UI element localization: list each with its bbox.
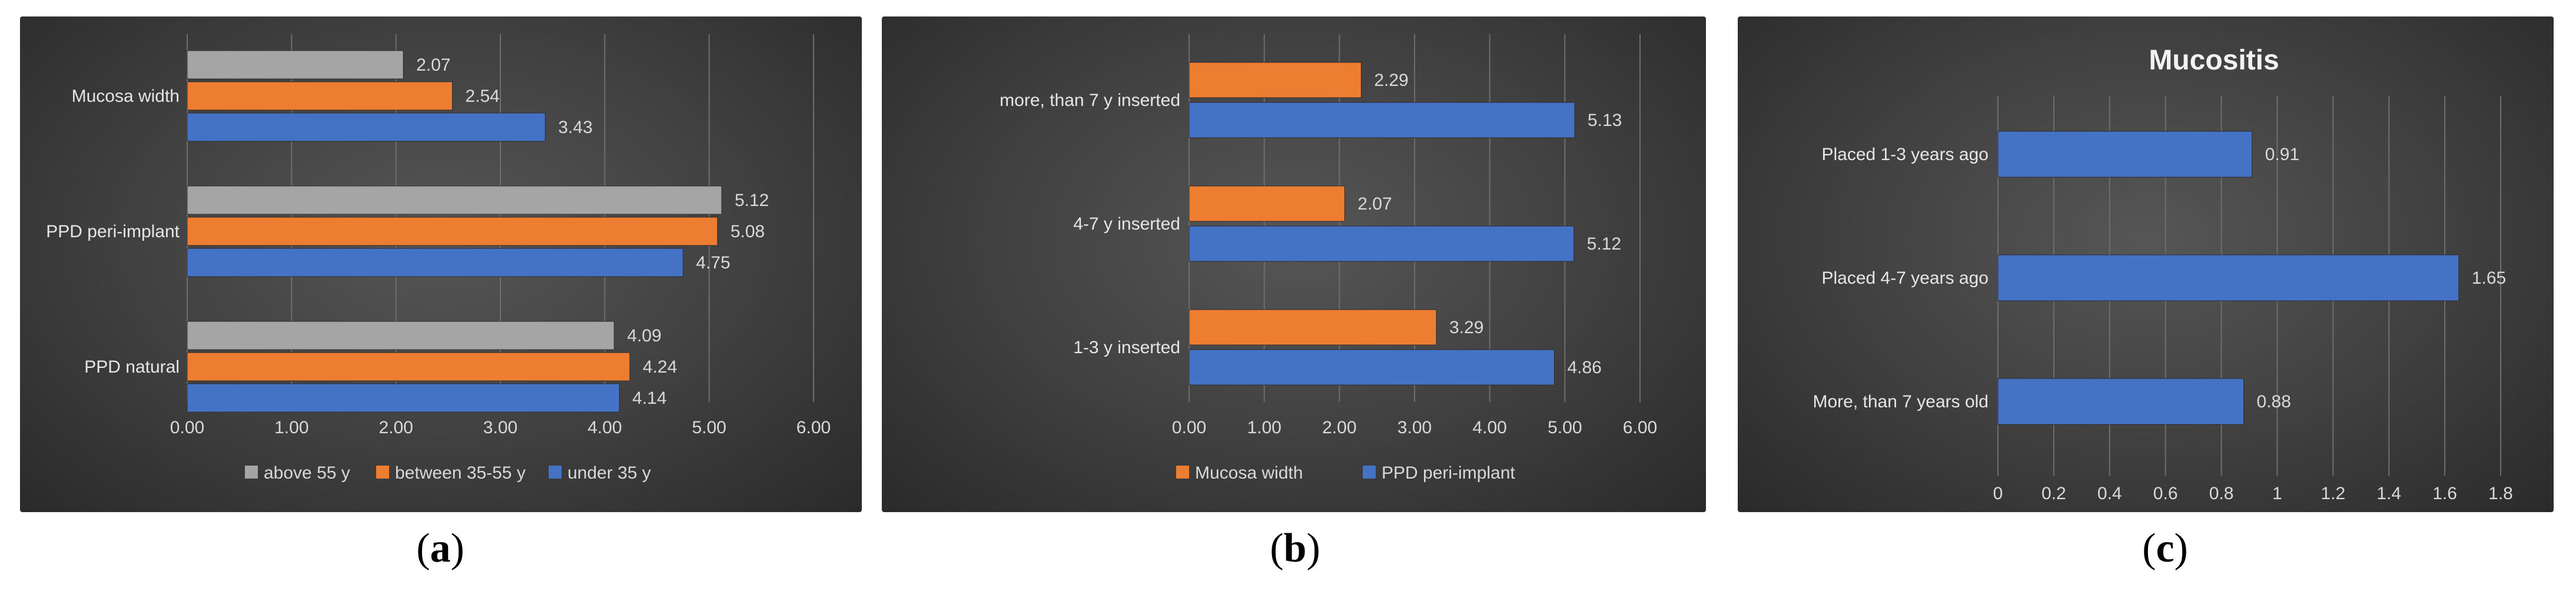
category-label: 4-7 y inserted (1073, 214, 1180, 234)
data-label: 2.07 (1357, 194, 1392, 214)
legend-swatch (376, 466, 389, 479)
x-tick-label: 1.4 (2376, 484, 2401, 503)
x-tick-label: 0.00 (1172, 418, 1206, 437)
category-label: Mucosa width (72, 87, 180, 106)
x-tick-label: 0.4 (2097, 484, 2122, 503)
bar (1997, 131, 2253, 178)
bar (187, 81, 453, 111)
chart-c: Mucositis 0 0.2 0.4 0.6 0.8 1 1.2 1.4 1.6 1.8 Place… (1813, 45, 2513, 503)
x-tick-label: 5.00 (1548, 418, 1582, 437)
data-label: 5.12 (735, 191, 769, 210)
category-label: PPD peri-implant (46, 222, 180, 241)
caption-c: (c) (2142, 526, 2188, 571)
x-tick-label: 1.8 (2488, 484, 2513, 503)
data-label: 5.08 (731, 222, 765, 241)
data-label: 2.29 (1374, 71, 1408, 90)
data-label: 4.09 (627, 326, 661, 346)
bar (187, 383, 620, 413)
x-tick-label: 6.00 (796, 418, 831, 437)
chart-a: 0.00 1.00 2.00 3.00 4.00 5.00 6.00 Mucosa width… (46, 34, 831, 483)
legend-swatch (1176, 466, 1189, 479)
chart-b: 0.00 1.00 2.00 3.00 4.00 5.00 6.00 more, than 7… (1000, 34, 1657, 483)
x-tick-label: 0.8 (2209, 484, 2234, 503)
x-tick-label: 0.00 (170, 418, 204, 437)
legend-label: PPD peri-implant (1382, 463, 1515, 483)
x-tick-label: 0 (1993, 484, 2003, 503)
data-label: 0.88 (2257, 392, 2291, 411)
x-tick-label: 0.2 (2041, 484, 2066, 503)
bar (1189, 185, 1345, 222)
bar (187, 217, 718, 246)
category-label: More, than 7 years old (1813, 392, 1989, 411)
data-label: 5.12 (1587, 234, 1621, 254)
x-tick-label: 6.00 (1623, 418, 1657, 437)
category-label: Placed 1-3 years ago (1821, 145, 1989, 164)
data-label: 2.54 (465, 87, 499, 106)
category-label: PPD natural (84, 357, 180, 377)
data-label: 3.43 (558, 118, 592, 137)
legend-label: above 55 y (264, 463, 350, 483)
bar (187, 321, 615, 350)
bar (187, 248, 683, 277)
chart-panel-a: 0.00 1.00 2.00 3.00 4.00 5.00 6.00 Mucosa width… (20, 16, 862, 512)
bar (1189, 349, 1555, 386)
data-label: 5.13 (1588, 111, 1622, 130)
bar (1189, 225, 1575, 262)
legend-label: between 35-55 y (395, 463, 526, 483)
legend-swatch (1363, 466, 1376, 479)
chart-panel-b: 0.00 1.00 2.00 3.00 4.00 5.00 6.00 more, than 7… (882, 16, 1706, 512)
x-tick-label: 4.00 (587, 418, 622, 437)
bar (187, 112, 546, 142)
bar (1189, 309, 1437, 346)
legend-swatch (549, 466, 562, 479)
data-label: 3.29 (1449, 318, 1483, 337)
bar (187, 50, 404, 79)
data-label: 1.65 (2472, 268, 2506, 288)
data-label: 0.91 (2265, 145, 2299, 164)
x-tick-label: 5.00 (692, 418, 726, 437)
bar (1189, 62, 1362, 98)
caption-b: (b) (1270, 526, 1320, 571)
data-label: 4.75 (696, 253, 730, 273)
x-tick-label: 1.00 (274, 418, 308, 437)
bar (187, 352, 630, 381)
x-tick-label: 2.00 (379, 418, 413, 437)
bar (187, 185, 722, 215)
category-label: more, than 7 y inserted (1000, 91, 1180, 110)
x-tick-label: 1 (2272, 484, 2282, 503)
legend-swatch (245, 466, 258, 479)
x-tick-label: 0.6 (2153, 484, 2178, 503)
x-tick-label: 1.6 (2432, 484, 2457, 503)
bar (1189, 102, 1575, 138)
chart-title: Mucositis (2149, 45, 2279, 76)
data-label: 4.86 (1567, 358, 1601, 377)
bar (1997, 254, 2459, 301)
legend-label: under 35 y (567, 463, 651, 483)
x-tick-label: 1.00 (1247, 418, 1281, 437)
data-label: 4.24 (643, 357, 677, 377)
x-tick-label: 2.00 (1322, 418, 1356, 437)
data-label: 2.07 (416, 55, 450, 75)
legend-label: Mucosa width (1195, 463, 1303, 483)
x-tick-label: 3.00 (483, 418, 517, 437)
x-tick-label: 1.2 (2321, 484, 2345, 503)
chart-panel-c: Mucositis 0 0.2 0.4 0.6 0.8 1 1.2 1.4 1.6 1.8 Place… (1738, 16, 2554, 512)
x-tick-label: 4.00 (1472, 418, 1506, 437)
caption-a: (a) (416, 526, 464, 571)
data-label: 4.14 (632, 389, 666, 408)
bar (1997, 378, 2245, 425)
category-label: Placed 4-7 years ago (1821, 268, 1989, 288)
category-label: 1-3 y inserted (1073, 338, 1180, 357)
x-tick-label: 3.00 (1397, 418, 1432, 437)
